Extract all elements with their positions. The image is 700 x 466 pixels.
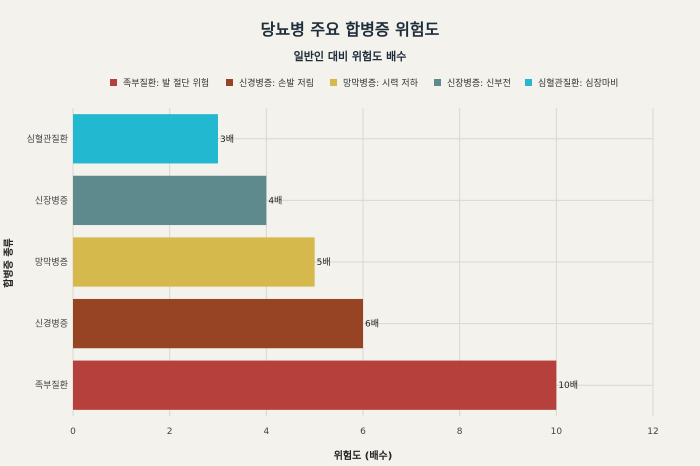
legend-label: 족부질환: 발 절단 위험 [123,77,209,89]
x-tick-label: 2 [167,427,173,437]
bar [73,360,557,410]
legend-swatch [525,79,532,86]
y-tick-label: 족부질환 [35,379,68,391]
y-axis-ticks: 족부질환 신경병증 망막병증 신장병증 심혈관질환 [27,133,68,391]
legend-swatch [110,79,117,86]
x-axis-label: 위험도 (배수) [334,449,393,462]
x-tick-label: 8 [457,427,463,437]
legend-swatch [226,79,233,86]
legend-label: 망막병증: 시력 저하 [343,77,419,89]
y-axis-label: 합병증 종류 [2,238,15,287]
x-tick-label: 10 [551,427,563,437]
x-tick-label: 0 [70,427,76,437]
chart-subtitle: 일반인 대비 위험도 배수 [294,49,407,63]
data-label: 4배 [268,195,282,206]
legend: 족부질환: 발 절단 위험 신경병증: 손발 저림 망막병증: 시력 저하 신장병증:… [110,77,618,89]
chart-title: 당뇨병 주요 합병증 위험도 [261,20,440,39]
bar [73,114,218,164]
y-tick-label: 심혈관질환 [27,133,68,145]
legend-label: 심혈관질환: 심장마비 [538,77,618,89]
data-label: 3배 [220,134,234,145]
bars: 10배 6배 5배 4배 3배 [73,114,578,410]
x-tick-label: 4 [263,427,269,437]
y-tick-label: 신경병증 [35,318,68,330]
x-tick-label: 6 [360,427,366,437]
bar [73,237,315,287]
data-label: 6배 [365,319,379,330]
bar [73,175,267,226]
y-tick-label: 신장병증 [35,195,68,206]
legend-label: 신경병증: 손발 저림 [239,77,314,89]
y-tick-label: 망막병증 [35,257,68,268]
legend-swatch [330,79,337,86]
legend-label: 신장병증: 신부전 [447,78,511,89]
bar [73,298,363,349]
legend-swatch [434,79,441,86]
x-tick-label: 12 [647,427,658,437]
data-label: 5배 [317,257,331,268]
data-label: 10배 [558,380,578,391]
x-axis-ticks: 0 2 4 6 8 10 12 [70,427,659,437]
